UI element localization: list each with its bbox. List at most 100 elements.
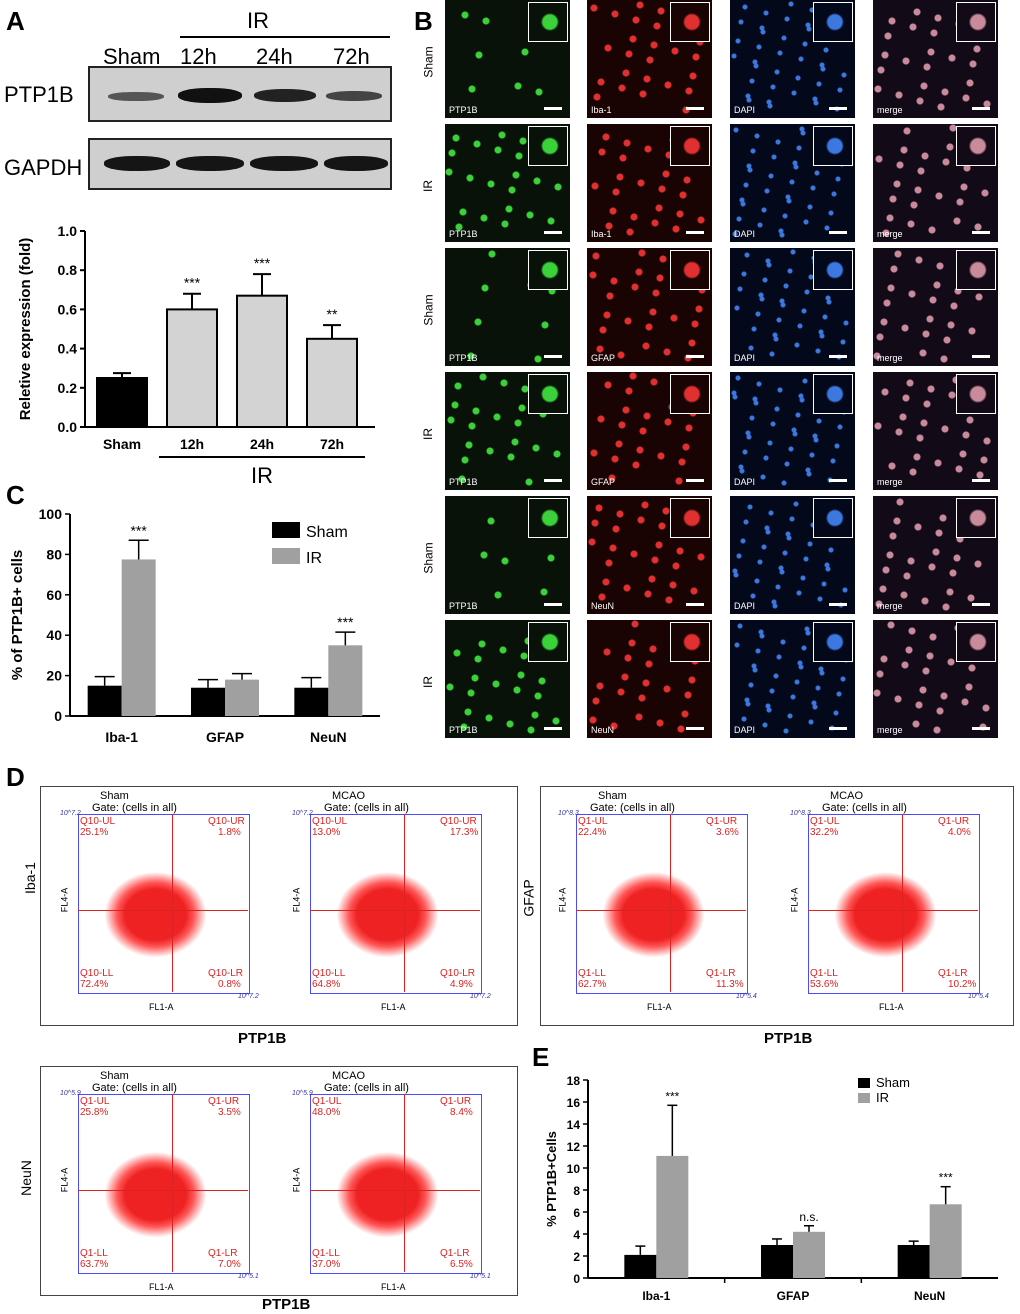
chart-e-legend-swatch — [858, 1093, 870, 1103]
flow-plot-neun-1 — [310, 1094, 482, 1274]
micrograph-merge-3: merge — [873, 372, 998, 490]
chart-e-ytick-label: 18 — [567, 1074, 581, 1088]
flow-xtick-right: 10^5.4 — [968, 993, 989, 1000]
chart-c-bar — [87, 685, 122, 716]
panel-label-d: D — [6, 762, 25, 792]
quad-ur: Q1-UR — [706, 816, 738, 827]
quad-ll-value: 53.6% — [810, 979, 839, 990]
a-xtick-label: 72h — [320, 436, 344, 452]
quad-ul: Q1-UL — [578, 816, 608, 827]
scale-bar — [686, 231, 704, 234]
chart-c-ytick-label: 60 — [46, 587, 62, 603]
micrograph-dapi-4: DAPI — [730, 496, 855, 614]
flow-title: MCAO — [830, 790, 863, 802]
chart-c-bar — [328, 645, 363, 716]
scale-bar — [972, 727, 990, 730]
lane-label-sham: Sham — [103, 44, 161, 69]
quad-ur: Q1-UR — [440, 1096, 472, 1107]
chart-e-ytick-label: 10 — [567, 1162, 581, 1176]
chart-e-xtick-label: GFAP — [777, 1289, 810, 1303]
chart-e-ytick-label: 14 — [567, 1118, 581, 1132]
flow-yaxis-label: FL4-A — [59, 887, 70, 913]
chart-c-legend-swatch — [272, 548, 300, 564]
quad-lr-value: 7.0% — [218, 1259, 241, 1270]
micrograph-dapi-5: DAPI — [730, 620, 855, 738]
micrograph-channel-label: merge — [877, 601, 903, 611]
flow-title: MCAO — [332, 1070, 365, 1082]
a-xtick-label: 12h — [180, 436, 204, 452]
quad-ur-value: 8.4% — [450, 1107, 473, 1118]
flow-yaxis-label: FL4-A — [557, 887, 568, 913]
micrograph-row-label: Sham — [421, 46, 436, 78]
chart-e-bar — [624, 1254, 657, 1278]
micrograph-channel-label: DAPI — [734, 601, 756, 611]
band-gapdh-72h — [324, 156, 388, 171]
chart-e-significance: *** — [939, 1171, 953, 1185]
micrograph-channel-label: PTP1B — [449, 229, 478, 239]
chart-e-xtick-label: NeuN — [914, 1289, 945, 1303]
scale-bar — [829, 727, 847, 730]
flow-xtick-right: 10^5.4 — [736, 993, 757, 1000]
quad-ul: Q1-UL — [810, 816, 840, 827]
micrograph-inset — [813, 374, 853, 414]
flow-xtick-right: 10^5.1 — [470, 1273, 491, 1280]
quadrant-hline — [310, 1190, 480, 1192]
micrograph-inset — [956, 2, 996, 42]
flow-xaxis-label: FL1-A — [381, 1002, 406, 1012]
quadrant-hline — [78, 1190, 248, 1192]
quad-ul: Q10-UL — [80, 816, 116, 827]
quad-lr-value: 4.9% — [450, 979, 473, 990]
a-ytick-label: 0.2 — [58, 380, 78, 396]
scale-bar — [544, 603, 562, 606]
quad-lr: Q1-LR — [938, 968, 968, 979]
micrograph-channel-label: merge — [877, 105, 903, 115]
micrograph-dapi-2: DAPI — [730, 248, 855, 366]
flow-title: MCAO — [332, 790, 365, 802]
scale-bar — [829, 479, 847, 482]
a-bar — [166, 308, 218, 428]
flow-gate: Gate: (cells in all) — [92, 802, 177, 814]
micrograph-row-label: Sham — [421, 542, 436, 574]
micrograph-inset — [956, 622, 996, 662]
quad-ur: Q1-UR — [208, 1096, 240, 1107]
micrograph-channel-label: PTP1B — [449, 477, 478, 487]
flow-ytick-top: 10^5.9 — [292, 1090, 313, 1097]
micrograph-inset — [528, 622, 568, 662]
micrograph-inset — [670, 622, 710, 662]
lane-label-24h: 24h — [256, 44, 293, 69]
flow-xtick-right: 10^7.2 — [238, 993, 259, 1000]
micrograph-merge-4: merge — [873, 496, 998, 614]
flow-xlabel-gfap: PTP1B — [764, 1030, 813, 1047]
micrograph-inset — [956, 250, 996, 290]
chart-e-ytick-label: 2 — [573, 1250, 580, 1264]
flow-plot-neun-0 — [78, 1094, 250, 1274]
chart-e: 0 2 4 6 8 10 12 14 16 18 % PTP1B+Cells *** Iba-1 n.s.… — [544, 1074, 998, 1303]
panel-label-e: E — [532, 1042, 550, 1072]
quad-ll-value: 64.8% — [312, 979, 341, 990]
chart-c-xtick-label: NeuN — [310, 729, 347, 745]
scale-bar — [972, 479, 990, 482]
micrograph-dapi-0: DAPI — [730, 0, 855, 118]
quad-ll: Q1-LL — [80, 1248, 108, 1259]
micrograph-inset — [956, 374, 996, 414]
quad-ur-value: 3.6% — [716, 827, 739, 838]
band-ptp1b-72h — [326, 91, 382, 101]
flow-yaxis-label: FL4-A — [291, 1167, 302, 1193]
micrograph-channel-label: DAPI — [734, 725, 756, 735]
quad-ul-value: 32.2% — [810, 827, 839, 838]
flow-xlabel-iba1: PTP1B — [238, 1030, 287, 1047]
chart-e-legend-label: IR — [876, 1090, 889, 1105]
blot-group-line — [180, 36, 390, 38]
chart-c-significance: *** — [130, 522, 147, 538]
quad-ur-value: 17.3% — [450, 827, 479, 838]
flow-plot-gfap-1 — [808, 814, 980, 994]
quad-ul: Q1-UL — [312, 1096, 342, 1107]
panel-label-c: C — [6, 480, 25, 510]
panel-label-b: B — [414, 6, 433, 36]
quad-ll: Q10-LL — [312, 968, 346, 979]
a-significance: *** — [254, 255, 271, 271]
flow-title: Sham — [100, 1070, 129, 1082]
micrograph-inset — [813, 2, 853, 42]
blot-gapdh — [88, 138, 392, 190]
flow-side-label-gfap: GFAP — [520, 879, 537, 917]
